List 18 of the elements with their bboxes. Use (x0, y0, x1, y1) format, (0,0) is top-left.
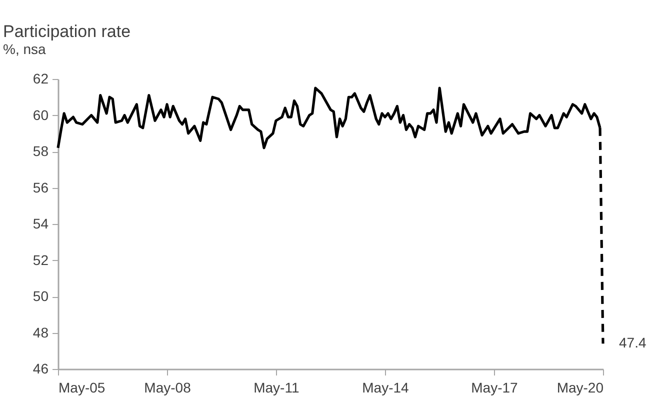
x-tick-label: May-11 (254, 380, 300, 396)
y-tick-label: 58 (32, 143, 49, 159)
y-tick-label: 60 (32, 106, 49, 123)
y-tick-label: 48 (32, 324, 49, 340)
x-tick-label: May-20 (556, 380, 604, 396)
chart-subtitle: %, nsa (3, 41, 46, 57)
x-tick-label: May-08 (144, 380, 192, 396)
y-tick-label: 46 (32, 360, 49, 376)
y-tick-label: 62 (32, 70, 49, 86)
x-tick-label: May-05 (58, 380, 106, 396)
y-tick-label: 56 (32, 179, 49, 196)
chart-title: Participation rate (3, 22, 131, 41)
y-tick-label: 52 (32, 252, 49, 268)
annotation: 47.4 (619, 334, 646, 351)
y-tick-label: 54 (32, 216, 49, 232)
x-tick-label: May-14 (362, 380, 410, 396)
x-tick-label: May-17 (471, 380, 518, 396)
y-tick-label: 50 (32, 288, 49, 304)
